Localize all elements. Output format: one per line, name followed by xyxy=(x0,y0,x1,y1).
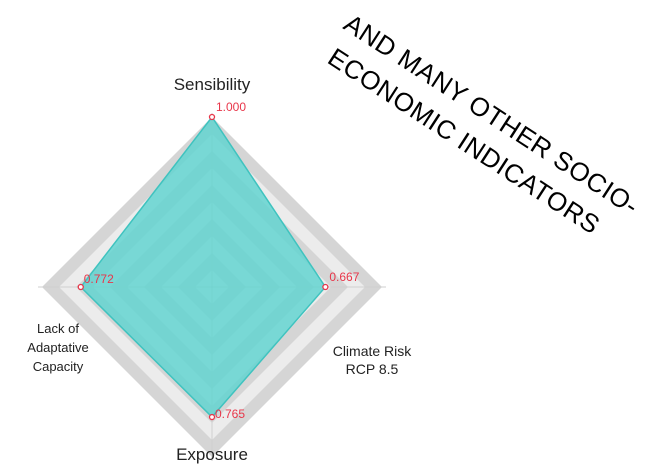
axis-label-line: Climate Risk xyxy=(333,343,413,359)
radar-axis-labels: Sensibility Climate Risk RCP 8.5 Exposure La… xyxy=(27,75,412,464)
value-label-lack-of-adaptative-capacity: 0.772 xyxy=(84,272,114,286)
axis-label-lack-of-adaptative-capacity: Lack of Adaptative Capacity xyxy=(27,321,88,374)
data-point-climate-risk xyxy=(322,283,329,291)
value-label-sensibility: 1.000 xyxy=(216,100,246,114)
axis-label-climate-risk: Climate Risk RCP 8.5 xyxy=(333,343,413,377)
axis-label-line: Exposure xyxy=(176,445,248,464)
axis-label-line: Capacity xyxy=(33,359,84,374)
axis-label-exposure: Exposure xyxy=(176,445,248,464)
data-point-lack-of-adaptative-capacity xyxy=(77,283,84,291)
axis-label-line: RCP 8.5 xyxy=(346,361,399,377)
axis-label-line: Adaptative xyxy=(27,340,88,355)
data-point-sensibility xyxy=(208,113,216,121)
value-label-climate-risk: 0.667 xyxy=(329,270,359,284)
radar-points xyxy=(77,113,329,421)
axis-label-sensibility: Sensibility xyxy=(174,75,251,94)
axis-label-line: Lack of xyxy=(37,321,79,336)
axis-label-line: Sensibility xyxy=(174,75,251,94)
radar-value-labels: 1.000 0.667 0.765 0.772 xyxy=(84,100,360,421)
value-label-exposure: 0.765 xyxy=(215,407,245,421)
data-point-exposure xyxy=(208,413,216,421)
